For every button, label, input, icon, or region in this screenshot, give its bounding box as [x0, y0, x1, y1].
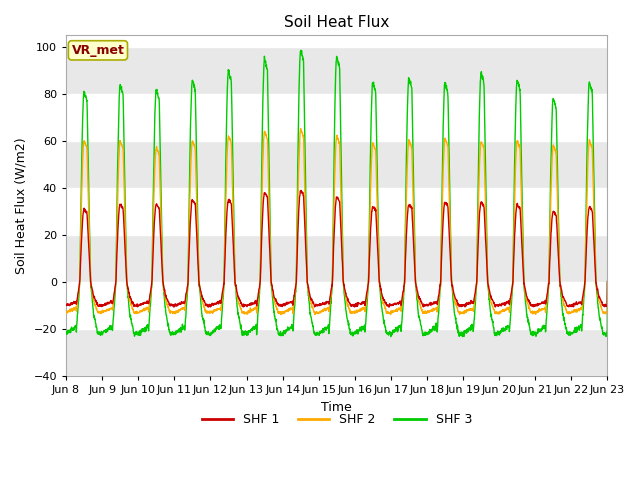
Legend: SHF 1, SHF 2, SHF 3: SHF 1, SHF 2, SHF 3 [196, 408, 477, 431]
SHF 2 [556, 281, 564, 287]
Text: VR_met: VR_met [72, 44, 124, 57]
Line: SHF 3: SHF 3 [66, 50, 607, 336]
Bar [66, 329, 607, 376]
SHF 2 [364, 280, 372, 286]
SHF 1 [207, 304, 214, 310]
SHF 3 [604, 279, 611, 285]
SHF 2 [353, 308, 360, 314]
SHF 1 [365, 280, 372, 286]
SHF 2 [572, 308, 579, 313]
SHF 1 [572, 300, 579, 306]
SHF 3 [353, 330, 360, 336]
Bar [66, 47, 607, 94]
SHF 2 [495, 310, 502, 315]
SHF 2 [387, 312, 394, 317]
Y-axis label: Soil Heat Flux (W/m2): Soil Heat Flux (W/m2) [15, 137, 28, 274]
Line: SHF 2: SHF 2 [66, 129, 607, 314]
SHF 1 [353, 302, 360, 308]
SHF 1 [495, 303, 502, 309]
Bar [66, 141, 607, 188]
SHF 3 [364, 284, 372, 290]
SHF 3 [572, 324, 579, 330]
SHF 3 [495, 331, 502, 336]
SHF 3 [62, 331, 70, 336]
SHF 2 [297, 126, 305, 132]
Title: Soil Heat Flux: Soil Heat Flux [284, 15, 390, 30]
SHF 2 [62, 311, 70, 316]
Bar [66, 235, 607, 282]
SHF 3 [213, 325, 221, 331]
SHF 3 [556, 282, 564, 288]
SHF 2 [604, 279, 611, 285]
SHF 1 [62, 302, 70, 308]
X-axis label: Time: Time [321, 400, 352, 413]
SHF 1 [214, 299, 221, 305]
SHF 3 [387, 334, 395, 339]
SHF 1 [297, 188, 305, 193]
SHF 2 [213, 306, 221, 312]
SHF 1 [556, 280, 564, 286]
Line: SHF 1: SHF 1 [66, 191, 607, 307]
SHF 1 [604, 279, 611, 285]
SHF 3 [297, 48, 305, 53]
